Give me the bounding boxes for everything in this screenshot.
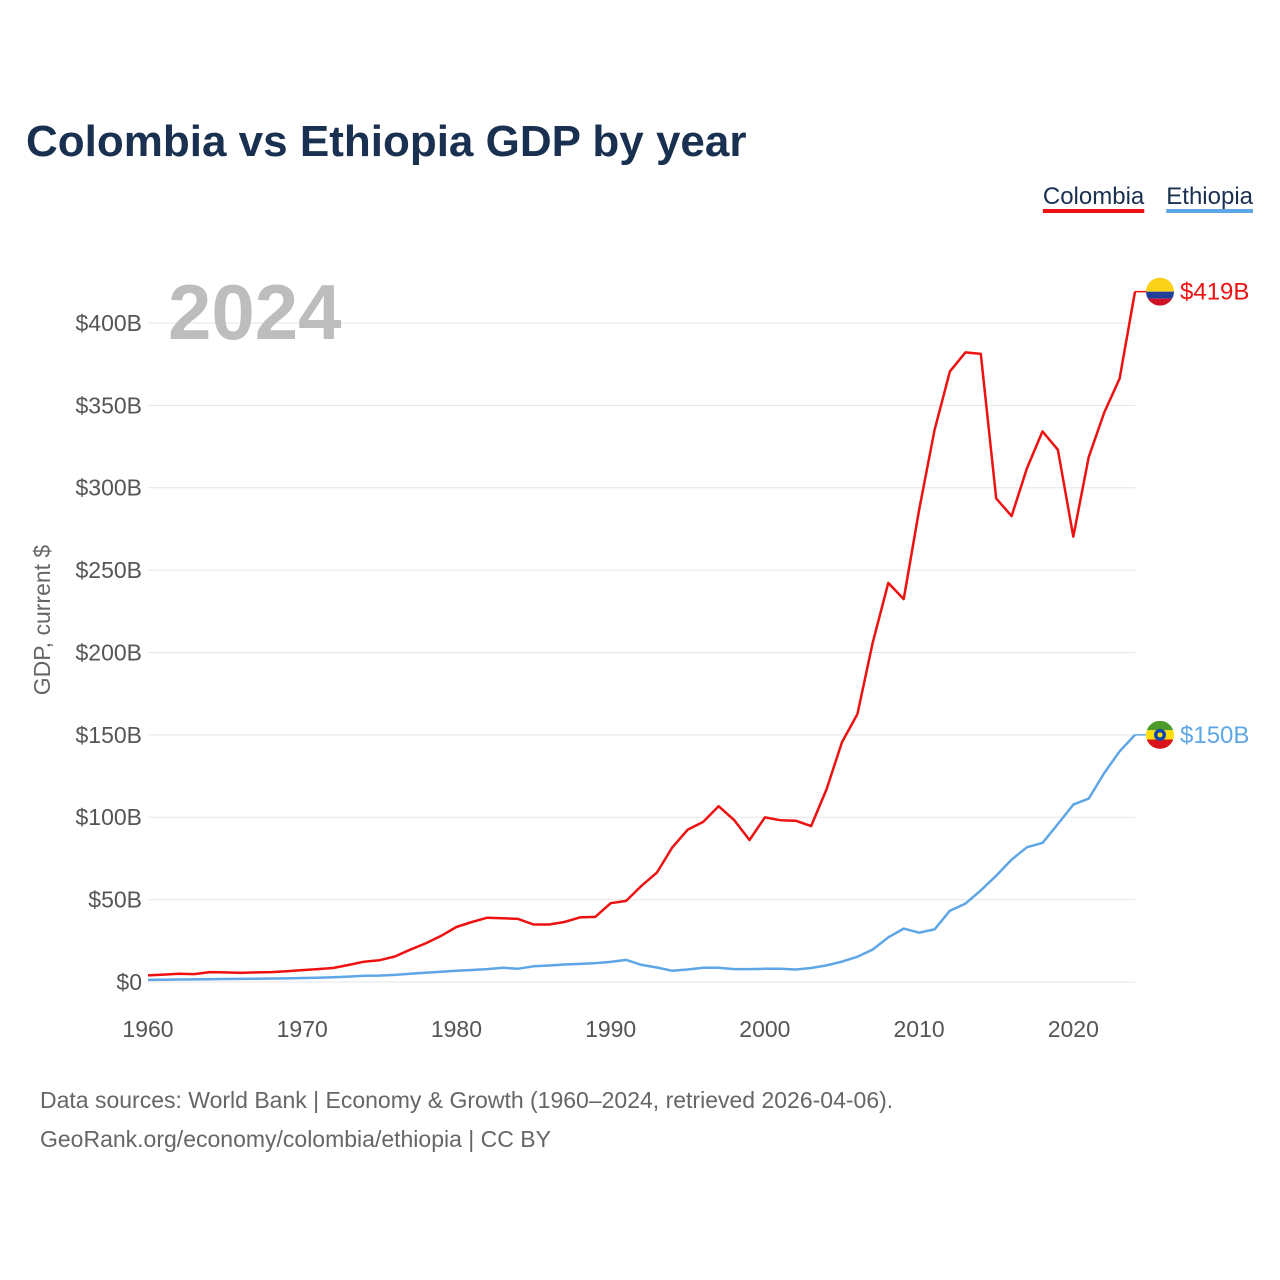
x-tick-label: 2020 (1048, 1016, 1099, 1042)
source-line-1: Data sources: World Bank | Economy & Gro… (40, 1087, 893, 1113)
y-tick-label: $0 (116, 969, 142, 995)
end-value-label-ethiopia: $150B (1180, 722, 1249, 749)
series-group (147, 291, 1137, 982)
end-value-label-colombia: $419B (1180, 279, 1249, 306)
series-line-ethiopia (147, 734, 1136, 982)
x-tick-label: 1970 (277, 1016, 328, 1042)
series-line-colombia (147, 291, 1137, 977)
grid-lines (148, 322, 1135, 983)
y-tick-label: $350B (75, 392, 142, 418)
y-tick-label: $200B (75, 639, 142, 665)
legend-item-colombia[interactable]: Colombia (1043, 183, 1145, 210)
year-watermark: 2024 (168, 268, 342, 356)
ethiopia-flag (1146, 720, 1174, 749)
y-tick-label: $100B (75, 804, 142, 830)
x-tick-label: 1990 (585, 1016, 636, 1042)
x-tick-label: 1960 (122, 1016, 173, 1042)
y-tick-label: $50B (88, 887, 142, 913)
x-tick-label: 1980 (431, 1016, 482, 1042)
x-tick-label: 2000 (739, 1016, 790, 1042)
source-line-2: GeoRank.org/economy/colombia/ethiopia | … (40, 1126, 551, 1152)
x-tick-label: 2010 (894, 1016, 945, 1042)
y-tick-label: $150B (75, 722, 142, 748)
y-axis: $0 $50B $100B $150B $200B $250B $300B $350B $400… (75, 310, 142, 995)
legend: Ethiopia Colombia (1042, 183, 1254, 213)
y-tick-label: $400B (75, 310, 142, 336)
y-axis-label: GDP, current $ (29, 545, 55, 696)
y-tick-label: $250B (75, 557, 142, 583)
legend-item-ethiopia[interactable]: Ethiopia (1166, 183, 1253, 210)
y-tick-label: $300B (75, 475, 142, 501)
chart-title: Colombia vs Ethiopia GDP by year (26, 117, 747, 166)
end-markers: $419B $150B (1135, 277, 1249, 749)
colombia-flag (1146, 277, 1174, 306)
x-axis: 1960 1970 1980 1990 2000 2010 2020 (122, 1016, 1098, 1042)
